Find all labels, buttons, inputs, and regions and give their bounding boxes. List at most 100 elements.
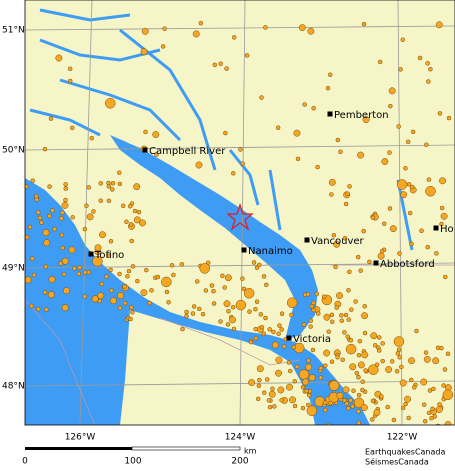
earthquake [256, 365, 264, 373]
earthquake [387, 150, 392, 155]
earthquake [77, 265, 82, 270]
earthquake [329, 319, 335, 324]
earthquake [224, 274, 232, 282]
earthquake [363, 368, 368, 373]
earthquake [276, 331, 281, 337]
earthquake [281, 344, 287, 349]
earthquake [344, 401, 349, 406]
earthquake [406, 415, 411, 421]
earthquake [147, 300, 152, 306]
earthquake [84, 203, 89, 208]
city-label: Abbotsford [380, 259, 435, 270]
earthquake [291, 344, 297, 350]
earthquake [58, 261, 63, 266]
earthquake [298, 369, 310, 380]
earthquake [97, 292, 105, 300]
earthquake [190, 311, 196, 316]
earthquake [311, 105, 316, 111]
earthquake [61, 304, 69, 312]
earthquake [289, 396, 297, 404]
earthquake [346, 288, 351, 293]
earthquake [342, 398, 347, 403]
earthquake [385, 404, 390, 410]
strait-of-georgia [110, 135, 318, 340]
earthquake [48, 276, 56, 283]
earthquake [342, 235, 348, 241]
earthquake [339, 318, 345, 323]
earthquake [209, 283, 215, 288]
earthquake [253, 336, 259, 341]
labels: 51°N 50°N 49°N 48°N 126°W 124°W 122°W Pemberton… [2, 26, 454, 467]
earthquake [442, 389, 454, 401]
earthquake [442, 367, 448, 372]
earthquake [43, 239, 51, 247]
earthquake [310, 347, 316, 353]
earthquake [267, 327, 272, 332]
earthquake [244, 53, 250, 58]
earthquake [179, 262, 185, 267]
inlet [268, 169, 282, 231]
earthquake [251, 260, 257, 265]
earthquake [271, 341, 279, 349]
earthquake [340, 357, 345, 363]
earthquake [338, 149, 343, 155]
earthquake [318, 365, 324, 371]
earthquake [357, 151, 365, 159]
earthquake [104, 274, 109, 279]
earthquake [345, 343, 357, 355]
earthquake [184, 309, 189, 315]
earthquake [307, 27, 315, 35]
earthquake [403, 401, 408, 407]
earthquake [240, 276, 245, 281]
earthquake [286, 360, 292, 365]
earthquake [70, 215, 75, 220]
earthquake [295, 156, 301, 162]
earthquake [133, 183, 141, 191]
earthquake [396, 347, 402, 352]
earthquake [39, 220, 44, 225]
earthquake [231, 171, 236, 176]
earthquake [422, 418, 428, 424]
earthquake [63, 186, 69, 191]
earthquake [360, 387, 365, 393]
earthquake [328, 400, 333, 406]
earthquake [346, 317, 352, 322]
earthquake [350, 404, 355, 409]
earthquake [108, 267, 113, 273]
earthquake [263, 315, 268, 321]
earthquake [59, 216, 64, 221]
earthquake [394, 368, 400, 374]
earthquake [279, 311, 285, 316]
earthquake [61, 257, 69, 265]
earthquake [122, 300, 128, 306]
earthquake [67, 66, 73, 72]
earthquake [357, 338, 363, 344]
earthquake [328, 380, 340, 391]
earthquake [36, 210, 41, 215]
earthquake [270, 386, 275, 391]
earthquake [86, 185, 92, 190]
earthquake [110, 187, 115, 192]
earthquake [224, 66, 229, 71]
earthquake [130, 264, 136, 269]
earthquake [240, 161, 245, 166]
earthquake [397, 355, 402, 360]
earthquake [361, 312, 368, 320]
earthquake [42, 290, 48, 295]
city-label: Pemberton [334, 110, 389, 121]
earthquake [48, 116, 54, 121]
earthquake [27, 224, 33, 230]
earthquake [381, 221, 387, 226]
scale-label: 100 [124, 457, 141, 467]
earthquake [435, 21, 443, 29]
earthquake [439, 205, 445, 211]
earthquake [98, 198, 103, 203]
earthquake [223, 130, 228, 136]
lon-label: 126°W [65, 433, 96, 443]
earthquake [356, 352, 362, 358]
earthquake [423, 355, 431, 363]
earthquake [128, 222, 134, 227]
city-marker [327, 111, 333, 117]
earthquake [248, 339, 254, 345]
earthquake [229, 316, 236, 324]
